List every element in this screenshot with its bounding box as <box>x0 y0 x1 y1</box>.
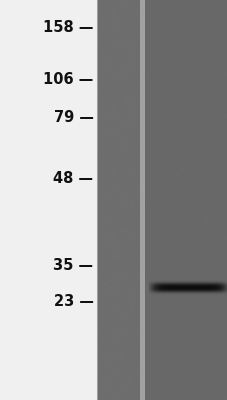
Bar <box>140 0 144 400</box>
Text: 23 —: 23 — <box>53 294 93 310</box>
Text: 158 —: 158 — <box>43 20 93 36</box>
Text: 79 —: 79 — <box>53 110 93 126</box>
Text: 35 —: 35 — <box>53 258 93 274</box>
Text: 48 —: 48 — <box>53 170 93 186</box>
Bar <box>0 0 98 400</box>
Bar <box>98 0 140 400</box>
Text: 106 —: 106 — <box>43 72 93 88</box>
Bar <box>144 0 227 400</box>
